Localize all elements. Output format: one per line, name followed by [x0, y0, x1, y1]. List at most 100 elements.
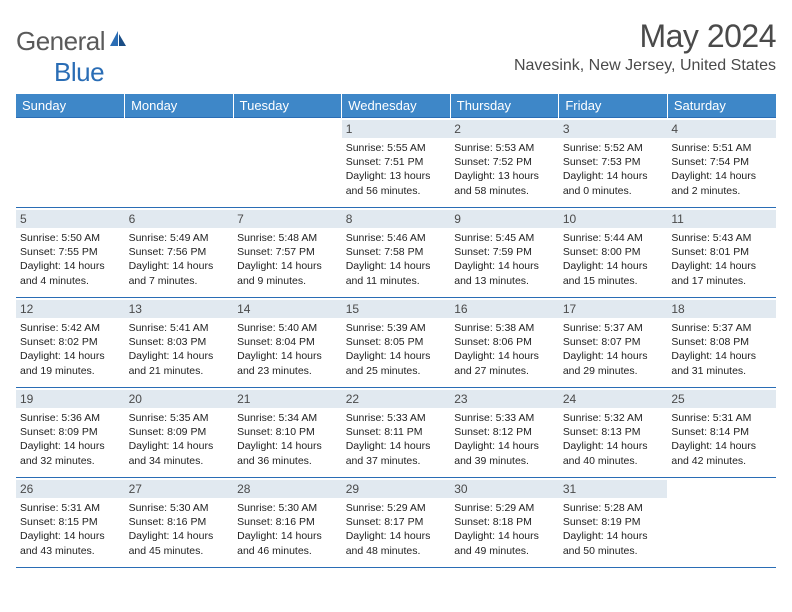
daylight-text: Daylight: 14 hours and 36 minutes.: [237, 439, 338, 467]
title-block: May 2024 Navesink, New Jersey, United St…: [514, 18, 776, 75]
month-year-title: May 2024: [514, 18, 776, 55]
day-info: Sunrise: 5:51 AMSunset: 7:54 PMDaylight:…: [671, 141, 772, 198]
brand-part1: General: [16, 26, 105, 57]
sunset-text: Sunset: 8:16 PM: [129, 515, 230, 529]
calendar-cell: 28Sunrise: 5:30 AMSunset: 8:16 PMDayligh…: [233, 478, 342, 568]
sunrise-text: Sunrise: 5:46 AM: [346, 231, 447, 245]
daylight-text: Daylight: 14 hours and 49 minutes.: [454, 529, 555, 557]
sunset-text: Sunset: 8:10 PM: [237, 425, 338, 439]
calendar-cell: .: [233, 118, 342, 208]
day-number: 14: [233, 300, 342, 318]
day-info: Sunrise: 5:43 AMSunset: 8:01 PMDaylight:…: [671, 231, 772, 288]
day-header-wednesday: Wednesday: [342, 94, 451, 118]
day-header-thursday: Thursday: [450, 94, 559, 118]
day-number: 15: [342, 300, 451, 318]
daylight-text: Daylight: 14 hours and 21 minutes.: [129, 349, 230, 377]
day-info: Sunrise: 5:40 AMSunset: 8:04 PMDaylight:…: [237, 321, 338, 378]
daylight-text: Daylight: 14 hours and 17 minutes.: [671, 259, 772, 287]
daylight-text: Daylight: 14 hours and 48 minutes.: [346, 529, 447, 557]
sunset-text: Sunset: 7:56 PM: [129, 245, 230, 259]
daylight-text: Daylight: 14 hours and 4 minutes.: [20, 259, 121, 287]
day-header-monday: Monday: [125, 94, 234, 118]
day-number: 18: [667, 300, 776, 318]
location-text: Navesink, New Jersey, United States: [514, 57, 776, 75]
calendar-cell: 19Sunrise: 5:36 AMSunset: 8:09 PMDayligh…: [16, 388, 125, 478]
sunrise-text: Sunrise: 5:42 AM: [20, 321, 121, 335]
calendar-week: 5Sunrise: 5:50 AMSunset: 7:55 PMDaylight…: [16, 208, 776, 298]
day-number: 23: [450, 390, 559, 408]
daylight-text: Daylight: 14 hours and 27 minutes.: [454, 349, 555, 377]
day-number: 8: [342, 210, 451, 228]
sunset-text: Sunset: 8:03 PM: [129, 335, 230, 349]
daylight-text: Daylight: 14 hours and 32 minutes.: [20, 439, 121, 467]
sunset-text: Sunset: 8:19 PM: [563, 515, 664, 529]
sunrise-text: Sunrise: 5:49 AM: [129, 231, 230, 245]
sunrise-text: Sunrise: 5:33 AM: [454, 411, 555, 425]
sunrise-text: Sunrise: 5:30 AM: [129, 501, 230, 515]
sunrise-text: Sunrise: 5:45 AM: [454, 231, 555, 245]
daylight-text: Daylight: 14 hours and 9 minutes.: [237, 259, 338, 287]
day-header-friday: Friday: [559, 94, 668, 118]
day-number: 2: [450, 120, 559, 138]
calendar-cell: 2 Sunrise: 5:53 AMSunset: 7:52 PMDaylight…: [450, 118, 559, 208]
calendar-cell: 25Sunrise: 5:31 AMSunset: 8:14 PMDayligh…: [667, 388, 776, 478]
day-info: Sunrise: 5:55 AMSunset: 7:51 PMDaylight:…: [346, 141, 447, 198]
sunrise-text: Sunrise: 5:52 AM: [563, 141, 664, 155]
brand-logo: General: [16, 18, 131, 57]
daylight-text: Daylight: 13 hours and 58 minutes.: [454, 169, 555, 197]
calendar-cell: 13Sunrise: 5:41 AMSunset: 8:03 PMDayligh…: [125, 298, 234, 388]
sunset-text: Sunset: 8:05 PM: [346, 335, 447, 349]
sunrise-text: Sunrise: 5:48 AM: [237, 231, 338, 245]
day-info: Sunrise: 5:30 AMSunset: 8:16 PMDaylight:…: [129, 501, 230, 558]
day-info: Sunrise: 5:53 AMSunset: 7:52 PMDaylight:…: [454, 141, 555, 198]
sunset-text: Sunset: 7:58 PM: [346, 245, 447, 259]
day-header-saturday: Saturday: [667, 94, 776, 118]
calendar-cell: 1 Sunrise: 5:55 AMSunset: 7:51 PMDaylight…: [342, 118, 451, 208]
calendar-head: SundayMondayTuesdayWednesdayThursdayFrid…: [16, 94, 776, 118]
sunrise-text: Sunrise: 5:43 AM: [671, 231, 772, 245]
day-number: 28: [233, 480, 342, 498]
day-info: Sunrise: 5:45 AMSunset: 7:59 PMDaylight:…: [454, 231, 555, 288]
sunrise-text: Sunrise: 5:30 AM: [237, 501, 338, 515]
daylight-text: Daylight: 14 hours and 40 minutes.: [563, 439, 664, 467]
day-info: Sunrise: 5:32 AMSunset: 8:13 PMDaylight:…: [563, 411, 664, 468]
day-number: 29: [342, 480, 451, 498]
day-info: Sunrise: 5:29 AMSunset: 8:17 PMDaylight:…: [346, 501, 447, 558]
day-info: Sunrise: 5:39 AMSunset: 8:05 PMDaylight:…: [346, 321, 447, 378]
day-header-tuesday: Tuesday: [233, 94, 342, 118]
sunrise-text: Sunrise: 5:51 AM: [671, 141, 772, 155]
day-info: Sunrise: 5:29 AMSunset: 8:18 PMDaylight:…: [454, 501, 555, 558]
calendar-cell: 8Sunrise: 5:46 AMSunset: 7:58 PMDaylight…: [342, 208, 451, 298]
calendar-cell: 11 Sunrise: 5:43 AMSunset: 8:01 PMDayligh…: [667, 208, 776, 298]
day-number: 11: [667, 210, 776, 228]
calendar-cell: 31Sunrise: 5:28 AMSunset: 8:19 PMDayligh…: [559, 478, 668, 568]
daylight-text: Daylight: 14 hours and 0 minutes.: [563, 169, 664, 197]
sunset-text: Sunset: 8:06 PM: [454, 335, 555, 349]
sunset-text: Sunset: 8:11 PM: [346, 425, 447, 439]
sunset-text: Sunset: 7:54 PM: [671, 155, 772, 169]
day-number: 7: [233, 210, 342, 228]
day-number: 4: [667, 120, 776, 138]
sunrise-text: Sunrise: 5:50 AM: [20, 231, 121, 245]
day-number: 16: [450, 300, 559, 318]
day-number: 1: [342, 120, 451, 138]
daylight-text: Daylight: 14 hours and 39 minutes.: [454, 439, 555, 467]
day-number: 21: [233, 390, 342, 408]
daylight-text: Daylight: 13 hours and 56 minutes.: [346, 169, 447, 197]
day-info: Sunrise: 5:35 AMSunset: 8:09 PMDaylight:…: [129, 411, 230, 468]
calendar-cell: 30Sunrise: 5:29 AMSunset: 8:18 PMDayligh…: [450, 478, 559, 568]
day-header-row: SundayMondayTuesdayWednesdayThursdayFrid…: [16, 94, 776, 118]
sunrise-text: Sunrise: 5:34 AM: [237, 411, 338, 425]
sunset-text: Sunset: 8:00 PM: [563, 245, 664, 259]
daylight-text: Daylight: 14 hours and 50 minutes.: [563, 529, 664, 557]
day-number: 17: [559, 300, 668, 318]
day-info: Sunrise: 5:52 AMSunset: 7:53 PMDaylight:…: [563, 141, 664, 198]
calendar-week: ...1Sunrise: 5:55 AMSunset: 7:51 PMDayli…: [16, 118, 776, 208]
sunset-text: Sunset: 8:16 PM: [237, 515, 338, 529]
daylight-text: Daylight: 14 hours and 29 minutes.: [563, 349, 664, 377]
calendar-cell: 3Sunrise: 5:52 AMSunset: 7:53 PMDaylight…: [559, 118, 668, 208]
day-number: 19: [16, 390, 125, 408]
day-info: Sunrise: 5:37 AMSunset: 8:08 PMDaylight:…: [671, 321, 772, 378]
daylight-text: Daylight: 14 hours and 45 minutes.: [129, 529, 230, 557]
day-info: Sunrise: 5:38 AMSunset: 8:06 PMDaylight:…: [454, 321, 555, 378]
